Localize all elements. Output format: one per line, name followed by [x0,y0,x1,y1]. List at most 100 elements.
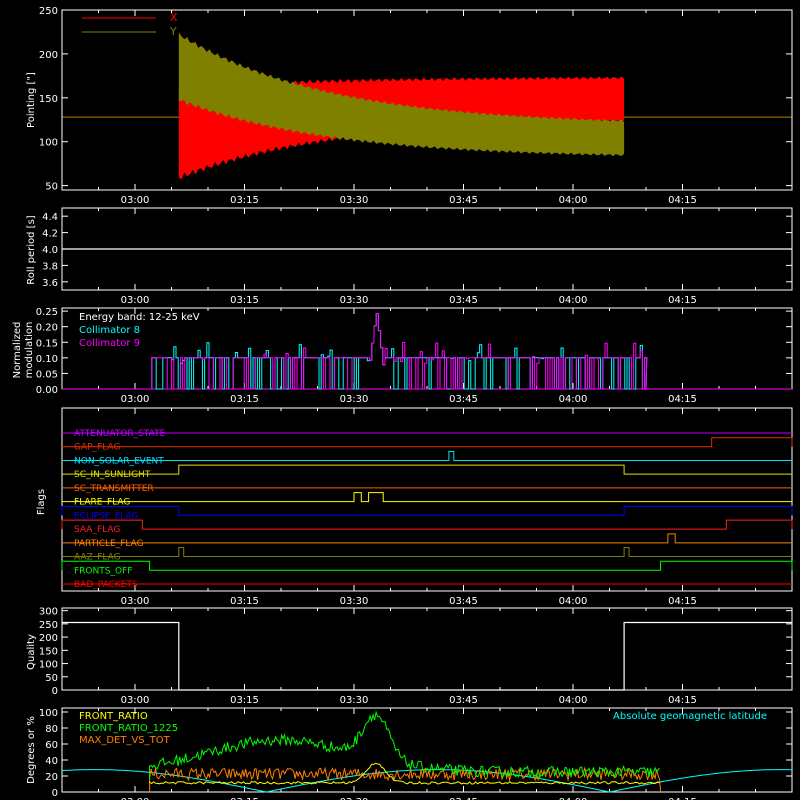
quality-line [62,621,792,691]
pointing-panel: X Y Pointing ["] 03:00 03:15 03:30 03:45 04:… [26,6,793,206]
flag-label: SC_IN_SUNLIGHT [74,470,151,480]
x-tick-label: 04:15 [668,195,697,206]
legend-geomagnetic-latitude: Absolute geomagnetic latitude [613,711,767,722]
flag-line [62,492,792,503]
x-tick-label: 03:00 [121,596,150,607]
modulation-axis-title-line-2: modulation [24,322,35,379]
x-tick-label: 03:45 [449,394,478,405]
quality-panel: Quality 03:00 03:15 03:30 03:45 04:00 04:15 0 5… [26,607,793,706]
flag-label: SAA_FLAG [74,525,120,535]
y-tick-label: 4.4 [42,212,58,223]
y-tick-label: 3.6 [42,278,58,289]
x-tick-label: 04:00 [559,394,588,405]
y-tick-label: 150 [39,646,58,657]
x-tick-label: 03:00 [121,797,150,800]
y-tick-label: 0.10 [36,354,58,365]
legend-x-label: X [170,11,178,24]
legend-collimator-8: Collimator 8 [79,325,140,336]
x-tick-label: 03:00 [121,695,150,706]
flag-label: SC_TRANSMITTER [74,484,154,494]
roll-period-axis-title: Roll period [s] [26,215,37,284]
y-tick-label: 50 [45,182,58,193]
y-tick-label: 300 [39,607,58,618]
x-tick-label: 03:00 [121,195,150,206]
y-tick-label: 0.15 [36,338,58,349]
x-tick-label: 03:45 [449,195,478,206]
x-tick-label: 03:30 [340,394,369,405]
flag-line [61,505,793,516]
x-tick-label: 04:15 [668,596,697,607]
legend-max-det-vs-tot: MAX_DET_VS_TOT [79,735,171,746]
flag-label: ECLIPSE_FLAG [74,511,138,521]
y-tick-label: 40 [45,756,58,767]
y-tick-label: 0.05 [36,369,58,380]
flag-label: BAD_PACKETS [74,580,138,590]
x-tick-label: 03:15 [230,394,259,405]
y-tick-label: 80 [45,724,58,735]
x-tick-label: 03:45 [449,797,478,800]
flags-axis-title: Flags [36,489,47,515]
x-tick-label: 03:45 [449,295,478,306]
pointing-traces [62,32,792,180]
flag-label: FLARE_FLAG [74,498,130,508]
x-tick-label: 03:15 [230,695,259,706]
flag-line [62,464,792,475]
y-tick-label: 0.20 [36,323,58,334]
ratio-latitude-panel: FRONT_RATIO FRONT_RATIO_1225 MAX_DET_VS_… [26,707,793,800]
y-tick-label: 150 [39,94,58,105]
x-tick-label: 03:00 [121,295,150,306]
flags-panel: Flags 03:00 03:15 03:30 03:45 04:00 04:15 ATTE… [36,407,793,607]
x-tick-label: 04:15 [668,394,697,405]
x-tick-label: 04:15 [668,797,697,800]
x-tick-label: 03:45 [449,695,478,706]
x-tick-label: 04:00 [559,596,588,607]
ratio-axis-title: Degrees or % [26,716,37,784]
flag-label: AAZ_FLAG [74,553,121,563]
pointing-axis-title: Pointing ["] [26,72,37,128]
x-tick-label: 03:15 [230,797,259,800]
pointing-band-y [178,32,625,157]
y-tick-label: 200 [39,633,58,644]
y-tick-label: 4.0 [42,245,58,256]
flag-line [62,533,792,544]
y-tick-label: 0.25 [36,307,58,318]
flag-label: GAP_FLAG [74,443,120,453]
flag-label: NON_SOLAR_EVENT [74,456,164,466]
quality-axis-title: Quality [26,634,37,670]
y-tick-label: 100 [39,708,58,719]
flag-line [62,547,792,558]
flag-label: ATTENUATOR_STATE [74,429,166,439]
x-tick-label: 04:00 [559,195,588,206]
energy-band-annotation: Energy band: 12-25 keV [79,312,200,323]
x-tick-label: 03:15 [230,596,259,607]
modulation-axis-title-line-1: Normalized [12,322,23,379]
y-tick-label: 100 [39,138,58,149]
x-tick-label: 03:15 [230,195,259,206]
x-tick-label: 04:00 [559,797,588,800]
plot-frame [61,607,793,691]
flag-label: PARTICLE_FLAG [74,539,144,549]
front-ratio-trace [149,762,660,785]
y-tick-label: 60 [45,740,58,751]
legend-y-label: Y [169,25,177,38]
y-tick-label: 20 [45,772,58,783]
x-tick-label: 03:45 [449,596,478,607]
y-tick-label: 4.2 [42,229,58,240]
x-tick-label: 03:30 [340,295,369,306]
legend-collimator-9: Collimator 9 [79,338,140,349]
modulation-panel: Energy band: 12-25 keV Collimator 8 Coll… [12,307,793,405]
y-tick-label: 250 [39,6,58,17]
y-tick-label: 50 [45,673,58,684]
x-tick-label: 04:00 [559,695,588,706]
max-det-trace [149,766,662,793]
legend-front-ratio: FRONT_RATIO [79,711,148,722]
x-tick-label: 03:30 [340,797,369,800]
x-tick-label: 04:15 [668,295,697,306]
y-tick-label: 250 [39,620,58,631]
x-tick-label: 04:00 [559,295,588,306]
flag-line [62,437,793,448]
roll-period-panel: Roll period [s] 03:00 03:15 03:30 03:45 04:0… [26,207,793,306]
x-tick-label: 03:30 [340,695,369,706]
flag-line [61,519,793,530]
